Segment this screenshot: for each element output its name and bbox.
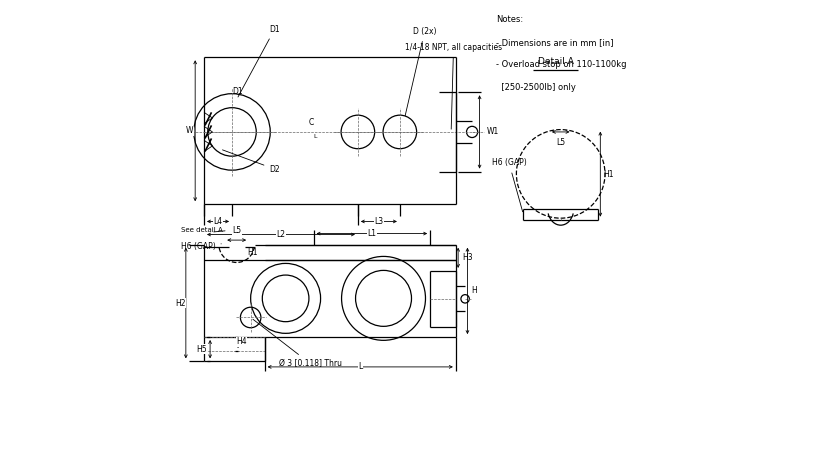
- Text: D2: D2: [222, 150, 280, 174]
- Text: Detail A: Detail A: [538, 58, 574, 67]
- Text: H1: H1: [603, 170, 614, 179]
- Text: Ø 3 [0.118] Thru: Ø 3 [0.118] Thru: [253, 319, 342, 368]
- Text: H2: H2: [175, 299, 185, 308]
- Text: H5: H5: [197, 345, 207, 354]
- Text: L1: L1: [367, 229, 376, 238]
- Text: W: W: [186, 126, 193, 135]
- Text: H: H: [472, 287, 477, 295]
- Text: D1: D1: [238, 25, 280, 97]
- Text: Notes:: Notes:: [496, 15, 523, 24]
- Text: C: C: [309, 118, 314, 127]
- Text: L3: L3: [374, 217, 384, 226]
- Text: H6 (GAP): H6 (GAP): [181, 242, 221, 251]
- Text: W1: W1: [487, 128, 500, 136]
- Text: H3: H3: [462, 253, 472, 262]
- Text: D1: D1: [232, 87, 243, 96]
- Text: L2: L2: [277, 230, 286, 239]
- Text: - Overload stop on 110-1100kg: - Overload stop on 110-1100kg: [496, 60, 627, 69]
- Text: D (2x): D (2x): [405, 27, 436, 116]
- Text: L5: L5: [556, 138, 565, 147]
- Text: See detail A: See detail A: [181, 227, 222, 233]
- Text: [250-2500lb] only: [250-2500lb] only: [496, 83, 576, 91]
- Text: H1: H1: [248, 248, 258, 257]
- Text: - Dimensions are in mm [in]: - Dimensions are in mm [in]: [496, 38, 614, 47]
- Text: 1/4-18 NPT, all capacities: 1/4-18 NPT, all capacities: [405, 43, 502, 129]
- Text: L5: L5: [232, 226, 241, 234]
- Text: L: L: [358, 363, 362, 371]
- Text: H4: H4: [236, 337, 247, 346]
- Text: L4: L4: [213, 217, 222, 226]
- Text: L: L: [314, 134, 317, 139]
- Text: H6 (GAP): H6 (GAP): [491, 159, 527, 212]
